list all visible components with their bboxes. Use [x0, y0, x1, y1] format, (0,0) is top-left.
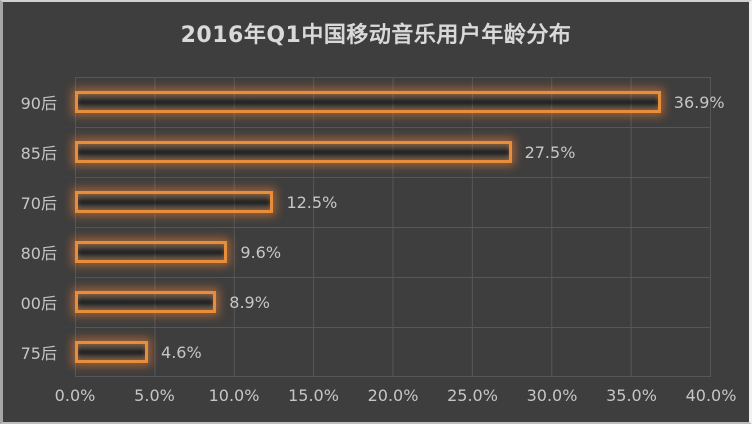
bar-75s — [75, 341, 149, 363]
bar-row: 36.9% — [75, 77, 725, 127]
x-tick-label: 35.0% — [606, 386, 657, 405]
bar-row: 27.5% — [75, 127, 710, 177]
bar-row: 8.9% — [75, 277, 710, 327]
x-axis-tick-labels: 0.0% 5.0% 10.0% 15.0% 20.0% 25.0% 30.0% … — [55, 386, 737, 410]
category-label: 90后 — [20, 94, 57, 113]
value-label: 4.6% — [161, 342, 202, 362]
category-label: 80后 — [20, 244, 57, 263]
x-tick-label: 10.0% — [208, 386, 260, 405]
value-label: 12.5% — [286, 192, 338, 212]
category-label: 85后 — [20, 144, 57, 163]
chart-title: 2016年Q1中国移动音乐用户年龄分布 — [180, 23, 572, 48]
bar-00s — [75, 291, 217, 313]
x-tick-label: 0.0% — [54, 386, 96, 405]
value-label: 36.9% — [673, 92, 725, 112]
category-label: 75后 — [20, 344, 57, 363]
bar-row: 9.6% — [75, 227, 710, 277]
x-tick-label: 30.0% — [526, 386, 578, 405]
y-axis-category-labels: 90后 85后 70后 80后 00后 75后 — [3, 77, 57, 377]
bar-85s — [75, 141, 512, 163]
bar-90s — [75, 91, 661, 113]
value-label: 27.5% — [524, 142, 576, 162]
bar-row: 4.6% — [75, 327, 710, 377]
bar-80s — [75, 241, 228, 263]
x-tick-label: 15.0% — [288, 386, 339, 405]
x-tick-label: 20.0% — [367, 386, 419, 405]
value-label: 9.6% — [240, 242, 282, 262]
plot-area: 36.9% 27.5% 12.5% 9.6% 8.9% 4.6% — [75, 77, 725, 377]
bar-row: 12.5% — [75, 177, 710, 227]
x-tick-label: 40.0% — [685, 386, 737, 405]
x-tick-label: 5.0% — [134, 386, 175, 405]
category-label: 00后 — [20, 294, 57, 313]
x-tick-label: 25.0% — [447, 386, 498, 405]
category-label: 70后 — [20, 194, 57, 213]
bar-70s — [75, 191, 274, 213]
value-label: 8.9% — [229, 292, 270, 312]
